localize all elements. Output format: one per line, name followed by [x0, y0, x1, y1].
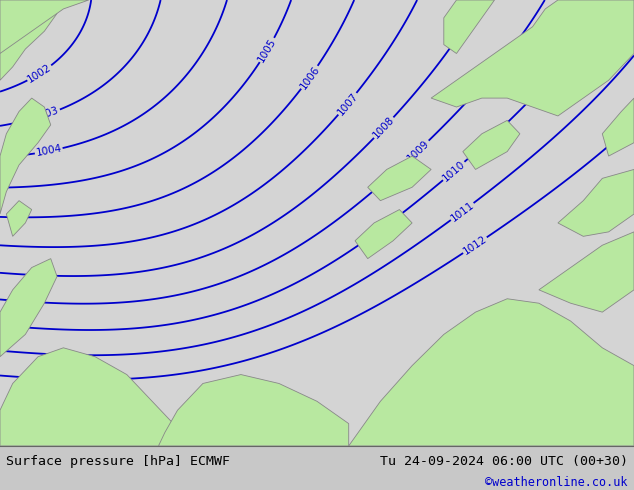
Polygon shape [355, 210, 412, 259]
Polygon shape [0, 0, 57, 80]
Polygon shape [602, 98, 634, 156]
Text: 1006: 1006 [298, 64, 321, 91]
Text: 1002: 1002 [26, 62, 53, 85]
Text: ©weatheronline.co.uk: ©weatheronline.co.uk [485, 476, 628, 489]
Text: 1010: 1010 [441, 159, 467, 183]
Polygon shape [0, 259, 57, 357]
Text: 1009: 1009 [406, 138, 432, 163]
Polygon shape [539, 232, 634, 312]
Text: 1012: 1012 [461, 234, 489, 257]
Polygon shape [0, 98, 51, 214]
Text: 1007: 1007 [335, 91, 359, 117]
Text: Tu 24-09-2024 06:00 UTC (00+30): Tu 24-09-2024 06:00 UTC (00+30) [380, 455, 628, 468]
Text: 1001: 1001 [6, 7, 24, 35]
Polygon shape [6, 201, 32, 236]
Polygon shape [463, 121, 520, 170]
Polygon shape [368, 156, 431, 201]
Text: 1011: 1011 [449, 199, 476, 223]
Text: Surface pressure [hPa] ECMWF: Surface pressure [hPa] ECMWF [6, 455, 230, 468]
Polygon shape [158, 374, 349, 446]
Polygon shape [0, 0, 89, 53]
Polygon shape [349, 299, 634, 446]
Polygon shape [431, 0, 634, 116]
Polygon shape [558, 170, 634, 236]
Polygon shape [0, 348, 178, 446]
Polygon shape [444, 0, 495, 53]
Text: 1004: 1004 [35, 144, 63, 158]
Text: 1003: 1003 [32, 105, 61, 123]
Text: 1005: 1005 [256, 36, 278, 64]
Text: 1008: 1008 [371, 115, 396, 141]
